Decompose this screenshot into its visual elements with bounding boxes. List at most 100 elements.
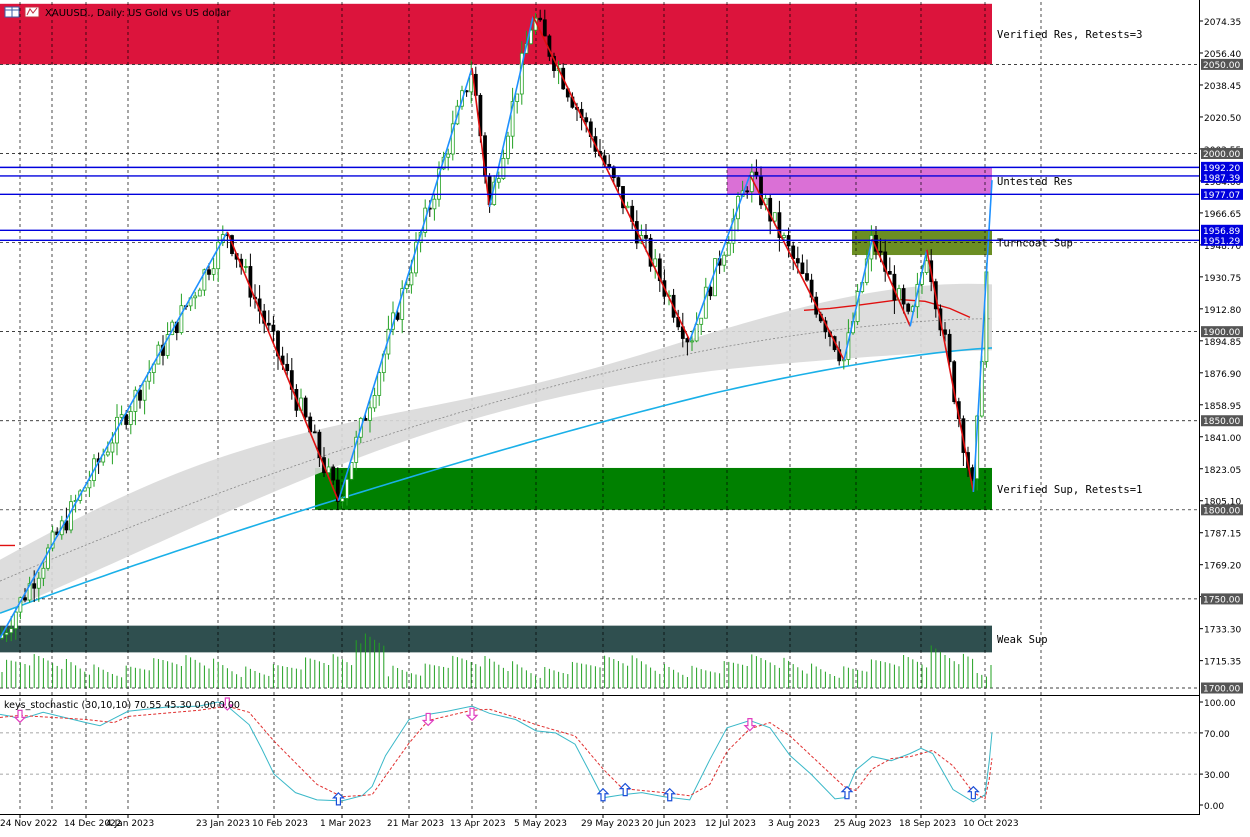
stoch-tick-label-0: 100.00 [1204,699,1236,709]
volume-layer [1,633,992,688]
price-label-box-1 [1201,147,1243,159]
y-tick-label-7: 1948.70 [1204,242,1241,252]
candle-body [266,322,271,326]
candle-body [496,178,501,183]
candle-body [202,269,207,291]
y-tick-label-16: 1787.15 [1204,530,1241,540]
zone-label-4: Weak Sup [997,634,1048,646]
signal-up-arrow-icon [663,787,677,802]
zones-layer [0,3,992,653]
y-tick-label-11: 1876.90 [1204,370,1241,380]
candle-body [506,135,510,159]
zigzag-segment-2 [226,231,340,502]
y-tick-label-19: 1733.30 [1204,626,1241,636]
candle-body [124,414,129,425]
zone-1 [727,167,992,195]
candle-body [901,288,906,305]
candle-body [193,295,198,299]
x-tick-label-6: 21 Mar 2023 [387,819,444,829]
signal-up-arrow-icon [966,785,980,800]
stochastic-title: keys_stochastic (30,10,10) 70.55 45.30 0… [4,700,240,711]
candle-body [745,190,750,193]
candle-body [621,186,625,209]
candle-body [248,266,253,298]
y-tick-label-10: 1894.85 [1204,338,1241,348]
candle-body [437,168,441,200]
candle-body [404,284,409,290]
price-label-box-4 [1201,188,1243,200]
price-label-box-7 [1201,326,1243,338]
x-tick-label-1: 14 Dec 2022 [64,819,122,829]
window-title: XAUUSD., Daily: US Gold vs US dollar [45,8,231,19]
price-label-7: 1900.00 [1203,328,1240,338]
zigzag-segment-5 [488,16,534,208]
signal-down-arrow-icon [743,718,757,732]
level-lines-layer [0,166,1199,241]
candle-body [805,273,809,281]
candle-body [9,628,14,634]
x-tick-label-2: 4 Jan 2023 [106,819,154,829]
candle-body [23,597,27,601]
candle-body [943,329,947,335]
zone-labels-layer: Verified Res, Retests=3 Untested Res Turnc… [997,29,1142,646]
y-tick-label-13: 1841.00 [1204,434,1241,444]
price-label-box-5 [1201,224,1243,236]
candle-body [335,479,340,502]
stoch-tick-label-1: 70.00 [1204,730,1230,740]
candle-body [584,117,589,123]
candle-body [345,478,349,499]
candle-body [657,258,662,282]
ma-fast-line [0,347,993,614]
price-label-0: 2050.00 [1203,61,1240,71]
price-label-box-8 [1201,415,1243,427]
zone-4 [0,625,992,653]
price-label-6: 1951.29 [1203,237,1240,247]
candle-body [726,242,731,256]
x-tick-label-15: 10 Oct 2023 [963,819,1019,829]
price-axis[interactable]: 2074.352056.402038.452020.502002.551984.… [1199,18,1241,668]
candle-body [317,431,322,459]
zone-3 [315,467,992,510]
stoch-tick-label-2: 30.00 [1204,771,1230,781]
candle-body [4,632,9,636]
stochastic-pane [0,701,1199,803]
stochastic-axis: 100.00 70.00 30.00 0.00 [1199,699,1236,812]
candle-body [207,269,211,275]
candle-body [142,380,147,401]
candle-body [349,462,354,480]
price-label-5: 1956.89 [1203,227,1240,237]
candle-body [119,414,124,418]
stoch-series-%K [0,701,993,803]
candle-body [165,334,170,356]
x-tick-label-7: 13 Apr 2023 [450,819,506,829]
candle-body [414,241,418,274]
candle-body [377,372,382,396]
price-label-3: 1987.39 [1203,174,1240,184]
candle-body [128,411,133,425]
stoch-tick-label-3: 0.00 [1204,802,1224,812]
candle-body [542,19,547,37]
candle-body [105,451,110,456]
candle-body [607,163,612,168]
candle-body [795,258,800,264]
candle-body [529,29,533,45]
candle-body [768,197,773,222]
stoch-series-%D [0,705,993,800]
y-tick-label-3: 2020.50 [1204,114,1241,124]
zigzag-segment-11 [909,249,928,327]
candle-body [777,212,782,238]
candle-body [690,340,694,343]
stochastic-signals-layer [13,697,980,806]
instrument-icon-line [26,7,38,16]
zigzag-segment-3 [337,67,473,502]
price-label-box-6 [1201,234,1243,246]
zigzag-layer [0,15,993,639]
candle-body [887,270,892,275]
candle-body [510,101,515,137]
candle-body [368,407,372,421]
candle-body [326,466,331,474]
zigzag-segment-6 [532,15,691,341]
